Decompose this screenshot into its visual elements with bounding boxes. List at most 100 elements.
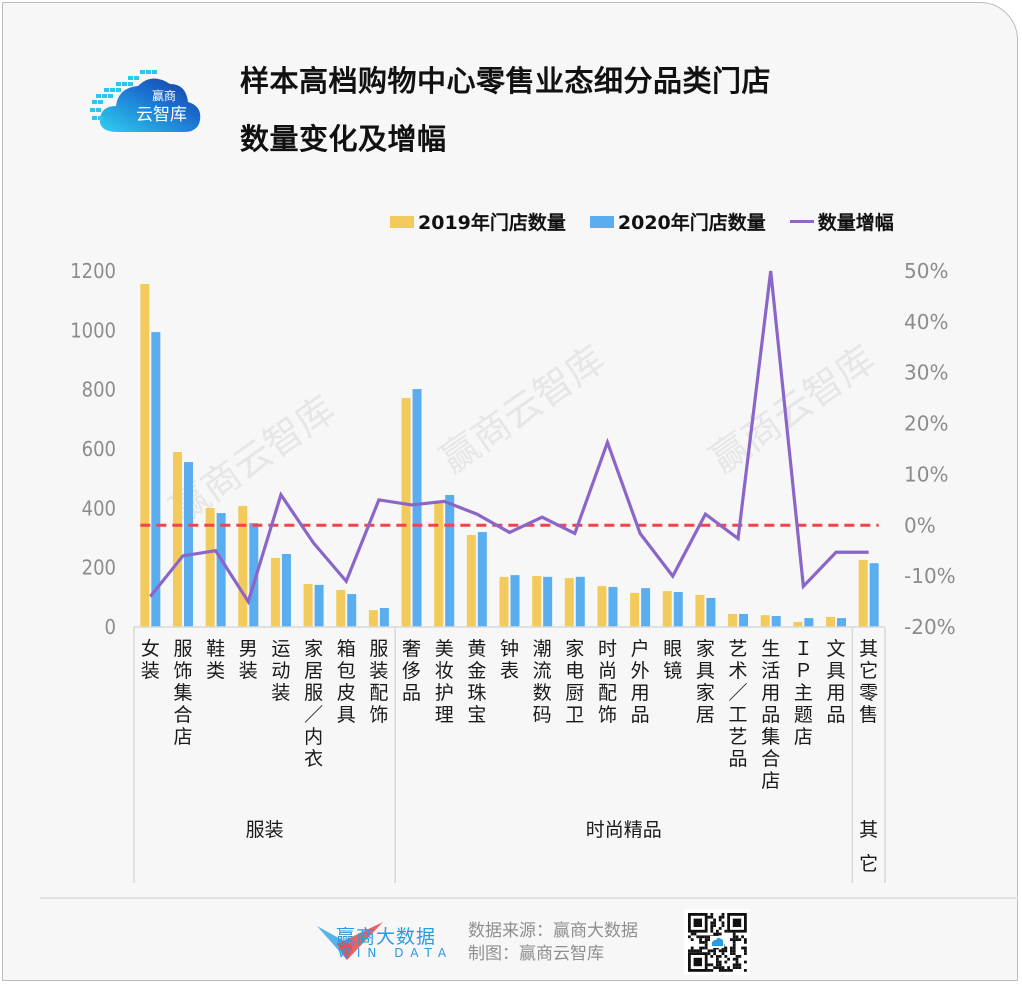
category-label: 装 xyxy=(369,660,388,682)
bar-2019[interactable] xyxy=(662,591,672,627)
category-label: 宝 xyxy=(467,704,486,726)
category-label: 数 xyxy=(533,682,552,704)
bar-2019[interactable] xyxy=(793,621,803,627)
bar-2020[interactable] xyxy=(837,618,847,627)
bar-2019[interactable] xyxy=(205,508,215,627)
y-axis-right-tick: 40% xyxy=(904,310,948,334)
bar-2019[interactable] xyxy=(303,583,313,627)
bar-2019[interactable] xyxy=(434,502,444,627)
bar-2020[interactable] xyxy=(249,523,259,627)
bar-2020[interactable] xyxy=(706,597,716,627)
category-label: 合 xyxy=(761,748,780,770)
bar-2019[interactable] xyxy=(238,505,248,627)
category-label: 皮 xyxy=(337,682,356,704)
bar-2020[interactable] xyxy=(510,575,520,627)
category-label: 眼 xyxy=(663,638,682,660)
bar-2020[interactable] xyxy=(608,586,618,627)
category-label: 题 xyxy=(794,704,813,726)
category-label: 尚 xyxy=(598,660,617,682)
category-label: 饰 xyxy=(598,704,617,726)
bar-2019[interactable] xyxy=(336,589,346,627)
category-label: 艺 xyxy=(729,726,748,748)
legend-item-2020[interactable]: 2020年门店数量 xyxy=(589,208,766,235)
brand-name-en: WIN DATA xyxy=(338,946,454,960)
bar-2019[interactable] xyxy=(826,616,836,627)
category-label: 奢 xyxy=(402,638,421,660)
y-axis-right-tick: 30% xyxy=(904,361,948,385)
category-label: 店 xyxy=(794,726,813,748)
bar-2020[interactable] xyxy=(379,608,389,627)
bar-2020[interactable] xyxy=(543,576,553,627)
bar-2019[interactable] xyxy=(140,284,150,627)
growth-rate-line[interactable] xyxy=(149,270,869,606)
group-label: 服装 xyxy=(246,819,284,841)
category-label: 金 xyxy=(467,660,486,682)
bar-2019[interactable] xyxy=(401,397,411,627)
category-label: 饰 xyxy=(369,704,388,726)
category-label: 鞋 xyxy=(206,638,225,660)
group-label: 它 xyxy=(859,853,878,875)
category-label: 包 xyxy=(337,660,356,682)
bar-2019[interactable] xyxy=(532,575,542,627)
bar-2019[interactable] xyxy=(760,615,770,627)
bar-2019[interactable] xyxy=(564,578,574,627)
y-axis-left-tick: 200 xyxy=(82,556,116,580)
bar-2019[interactable] xyxy=(466,535,476,627)
y-axis-left-tick: 1200 xyxy=(70,259,116,283)
bar-2020[interactable] xyxy=(641,588,651,627)
bar-2020[interactable] xyxy=(673,591,683,627)
category-label: 护 xyxy=(435,682,454,704)
category-label: 具 xyxy=(696,660,715,682)
bar-2020[interactable] xyxy=(314,584,324,627)
bar-2020[interactable] xyxy=(771,616,781,627)
category-label: 表 xyxy=(500,660,519,682)
bar-2020[interactable] xyxy=(477,532,487,627)
category-label: 品 xyxy=(761,704,780,726)
bar-2020[interactable] xyxy=(183,462,193,627)
bar-2019[interactable] xyxy=(695,594,705,627)
title-line-2: 数量变化及增幅 xyxy=(240,122,447,156)
bar-2020[interactable] xyxy=(445,494,455,627)
category-label: 术 xyxy=(729,660,748,682)
bar-2019[interactable] xyxy=(597,586,607,627)
legend-item-growth[interactable]: 数量增幅 xyxy=(789,208,894,235)
footer-divider xyxy=(40,897,1018,899)
bar-2019[interactable] xyxy=(172,451,182,627)
category-label: 品 xyxy=(631,704,650,726)
bar-2020[interactable] xyxy=(281,554,291,627)
category-label: 男 xyxy=(239,638,258,660)
category-label: 集 xyxy=(173,682,192,704)
legend-item-2019[interactable]: 2019年门店数量 xyxy=(390,208,566,235)
category-label: 服 xyxy=(304,682,323,704)
category-label: 用 xyxy=(631,682,650,704)
bar-2020[interactable] xyxy=(151,332,161,627)
bar-2020[interactable] xyxy=(739,613,749,627)
chart-maker: 制图：赢商云智库 xyxy=(468,944,604,964)
bar-2019[interactable] xyxy=(858,559,868,627)
category-label: 店 xyxy=(173,726,192,748)
category-label: 运 xyxy=(271,638,290,660)
qr-code-icon[interactable] xyxy=(684,909,750,975)
bar-2019[interactable] xyxy=(630,592,640,627)
category-label: 具 xyxy=(827,660,846,682)
bar-2019[interactable] xyxy=(499,576,509,627)
category-label: 时 xyxy=(598,638,617,660)
category-label: 工 xyxy=(729,704,748,726)
category-label: Ｐ xyxy=(794,660,813,682)
category-label: 电 xyxy=(565,660,584,682)
category-label: 钟 xyxy=(500,638,519,660)
bar-2020[interactable] xyxy=(575,576,585,627)
bar-2019[interactable] xyxy=(728,613,738,627)
group-label: 时尚精品 xyxy=(586,819,662,841)
y-axis-right-tick: -10% xyxy=(904,564,956,588)
bar-2019[interactable] xyxy=(270,557,280,627)
bar-2020[interactable] xyxy=(869,563,879,627)
category-label: 装 xyxy=(271,682,290,704)
bar-2020[interactable] xyxy=(216,513,226,627)
bar-2020[interactable] xyxy=(804,618,814,627)
bar-2020[interactable] xyxy=(347,594,357,627)
category-label: 卫 xyxy=(565,704,584,726)
bar-2019[interactable] xyxy=(368,610,378,627)
bar-2020[interactable] xyxy=(412,389,422,627)
